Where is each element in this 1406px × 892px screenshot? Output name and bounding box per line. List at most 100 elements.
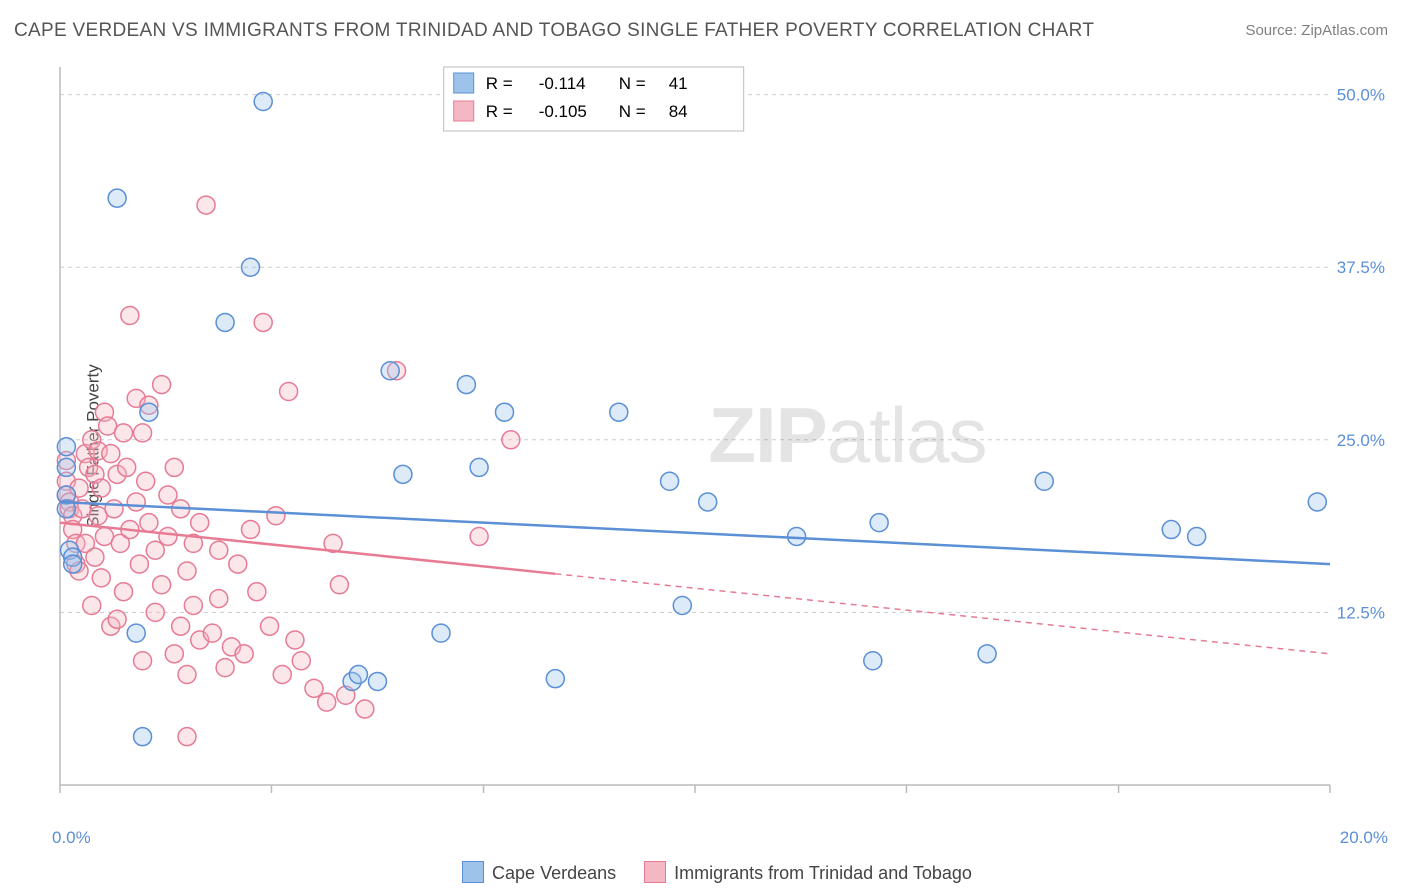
- stat-n-value: 84: [669, 102, 688, 121]
- data-point-tt: [242, 521, 260, 539]
- data-point-tt: [159, 486, 177, 504]
- data-point-tt: [229, 555, 247, 573]
- data-point-tt: [203, 624, 221, 642]
- data-point-tt: [134, 424, 152, 442]
- data-point-tt: [292, 652, 310, 670]
- data-point-tt: [254, 313, 272, 331]
- data-point-tt: [330, 576, 348, 594]
- data-point-tt: [261, 617, 279, 635]
- data-point-tt: [153, 576, 171, 594]
- legend-swatch-cv: [462, 861, 484, 883]
- chart-title: CAPE VERDEAN VS IMMIGRANTS FROM TRINIDAD…: [14, 20, 1094, 42]
- stat-r-label: R =: [486, 74, 513, 93]
- data-point-cv: [457, 376, 475, 394]
- legend-swatch-tt: [644, 861, 666, 883]
- data-point-cv: [381, 362, 399, 380]
- data-point-tt: [115, 424, 133, 442]
- data-point-tt: [178, 562, 196, 580]
- stat-swatch-cv: [454, 73, 474, 93]
- data-point-tt: [153, 376, 171, 394]
- data-point-tt: [305, 679, 323, 697]
- data-point-tt: [210, 590, 228, 608]
- data-point-tt: [115, 583, 133, 601]
- data-point-cv: [369, 672, 387, 690]
- data-point-tt: [280, 382, 298, 400]
- data-point-cv: [673, 597, 691, 615]
- data-point-cv: [64, 555, 82, 573]
- source-label: Source: ZipAtlas.com: [1245, 22, 1388, 39]
- data-point-cv: [610, 403, 628, 421]
- y-tick-label: 25.0%: [1337, 431, 1385, 450]
- data-point-cv: [661, 472, 679, 490]
- data-point-tt: [92, 569, 110, 587]
- data-point-cv: [1162, 521, 1180, 539]
- data-point-cv: [394, 465, 412, 483]
- data-point-tt: [178, 728, 196, 746]
- data-point-tt: [105, 500, 123, 518]
- data-point-tt: [121, 307, 139, 325]
- data-point-cv: [1035, 472, 1053, 490]
- data-point-tt: [92, 479, 110, 497]
- data-point-tt: [470, 527, 488, 545]
- data-point-tt: [356, 700, 374, 718]
- scatter-plot: 12.5% 25.0% 37.5% 50.0% ZIPatlas R = -0.114 N =…: [50, 55, 1390, 825]
- data-point-tt: [318, 693, 336, 711]
- data-point-cv: [134, 728, 152, 746]
- stat-n-label: N =: [619, 102, 646, 121]
- y-tick-label: 50.0%: [1337, 86, 1385, 105]
- data-point-cv: [108, 189, 126, 207]
- watermark: ZIPatlas: [708, 391, 986, 479]
- data-point-cv: [57, 438, 75, 456]
- data-point-cv: [870, 514, 888, 532]
- data-point-tt: [86, 548, 104, 566]
- legend-label-tt: Immigrants from Trinidad and Tobago: [674, 863, 972, 883]
- data-point-tt: [108, 610, 126, 628]
- data-point-tt: [235, 645, 253, 663]
- stat-r-value: -0.105: [539, 102, 587, 121]
- data-point-cv: [57, 458, 75, 476]
- data-point-cv: [1188, 527, 1206, 545]
- data-point-tt: [146, 541, 164, 559]
- data-point-tt: [197, 196, 215, 214]
- data-point-cv: [699, 493, 717, 511]
- data-point-tt: [165, 645, 183, 663]
- data-point-tt: [248, 583, 266, 601]
- data-point-tt: [130, 555, 148, 573]
- data-point-cv: [254, 93, 272, 111]
- data-point-tt: [137, 472, 155, 490]
- stat-r-value: -0.114: [539, 74, 586, 93]
- data-point-tt: [184, 597, 202, 615]
- data-point-cv: [978, 645, 996, 663]
- regression-ext-tt: [555, 574, 1330, 654]
- data-point-tt: [127, 493, 145, 511]
- data-point-tt: [140, 514, 158, 532]
- data-point-tt: [210, 541, 228, 559]
- data-point-cv: [349, 666, 367, 684]
- y-tick-label: 12.5%: [1337, 603, 1385, 622]
- data-point-cv: [242, 258, 260, 276]
- data-point-tt: [267, 507, 285, 525]
- data-point-cv: [127, 624, 145, 642]
- data-point-tt: [178, 666, 196, 684]
- data-point-tt: [134, 652, 152, 670]
- data-point-cv: [546, 670, 564, 688]
- legend-label-cv: Cape Verdeans: [492, 863, 616, 883]
- y-tick-label: 37.5%: [1337, 258, 1385, 277]
- stat-swatch-tt: [454, 101, 474, 121]
- data-point-cv: [432, 624, 450, 642]
- data-point-cv: [496, 403, 514, 421]
- data-point-tt: [102, 445, 120, 463]
- data-point-cv: [140, 403, 158, 421]
- x-axis-tick-min: 0.0%: [52, 828, 91, 848]
- data-point-tt: [165, 458, 183, 476]
- stat-n-value: 41: [669, 74, 688, 93]
- legend: Cape Verdeans Immigrants from Trinidad an…: [0, 861, 1406, 884]
- data-point-cv: [1308, 493, 1326, 511]
- x-axis-tick-max: 20.0%: [1340, 828, 1388, 848]
- data-point-tt: [172, 617, 190, 635]
- data-point-cv: [470, 458, 488, 476]
- data-point-tt: [159, 527, 177, 545]
- data-point-tt: [286, 631, 304, 649]
- data-point-tt: [273, 666, 291, 684]
- data-point-tt: [118, 458, 136, 476]
